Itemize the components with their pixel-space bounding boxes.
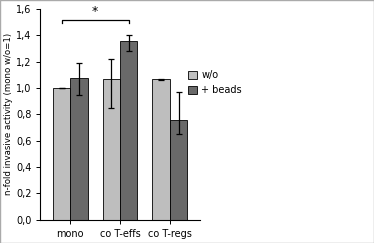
Legend: w/o, + beads: w/o, + beads — [184, 66, 246, 99]
Bar — [70, 78, 88, 220]
Text: *: * — [92, 5, 98, 18]
Bar — [152, 79, 170, 220]
Bar — [170, 120, 187, 220]
Bar — [120, 41, 138, 220]
Bar — [102, 79, 120, 220]
Bar — [53, 88, 70, 220]
Y-axis label: n-fold invasive activity (mono w/o=1): n-fold invasive activity (mono w/o=1) — [4, 33, 13, 195]
